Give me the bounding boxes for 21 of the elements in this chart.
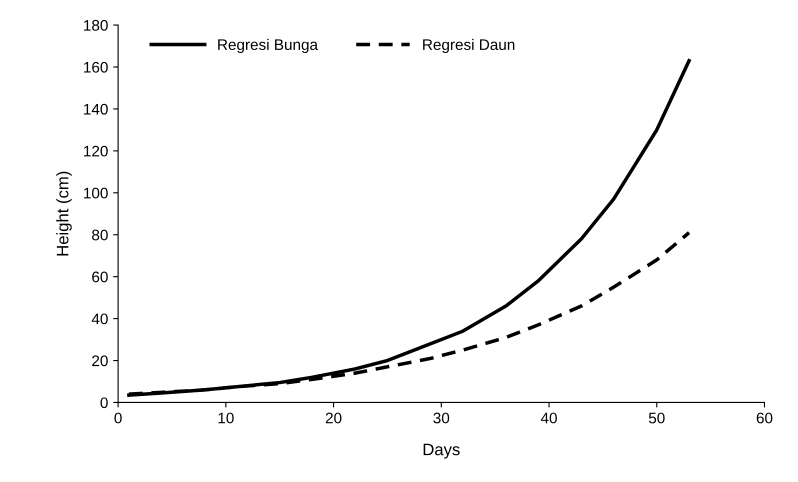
x-tick-label: 10 [218,412,234,424]
y-tick-label: 180 [84,20,108,31]
y-tick-label: 60 [92,272,108,282]
x-tick-label: 20 [326,412,342,424]
x-tick-label: 30 [433,412,450,424]
y-tick-label: 80 [92,230,108,240]
legend-label: Regresi Bunga [218,38,318,54]
y-tick-label: 40 [92,313,108,324]
legend-label: Regresi Daun [423,38,514,54]
y-tick-label: 20 [92,355,108,366]
x-tick-label: 40 [540,412,557,424]
y-tick-label: 160 [84,62,108,73]
x-tick-label: 0 [114,412,122,424]
x-axis-title: Days [424,444,460,459]
x-tick-label: 50 [648,412,665,424]
y-tick-label: 140 [84,104,108,115]
y-tick-label: 100 [84,188,108,198]
y-axis-title: Height (cm) [56,172,72,256]
x-tick-label: 60 [756,412,772,424]
y-tick-label: 0 [100,397,108,408]
y-tick-label: 120 [84,146,108,157]
